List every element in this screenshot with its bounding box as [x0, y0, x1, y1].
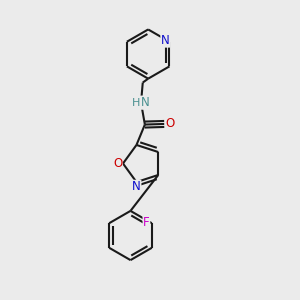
- Text: O: O: [113, 157, 122, 170]
- Text: N: N: [140, 96, 149, 109]
- Text: F: F: [143, 216, 150, 229]
- Text: N: N: [161, 34, 170, 47]
- Text: H: H: [132, 98, 140, 108]
- Text: O: O: [165, 118, 174, 130]
- Text: N: N: [132, 180, 141, 193]
